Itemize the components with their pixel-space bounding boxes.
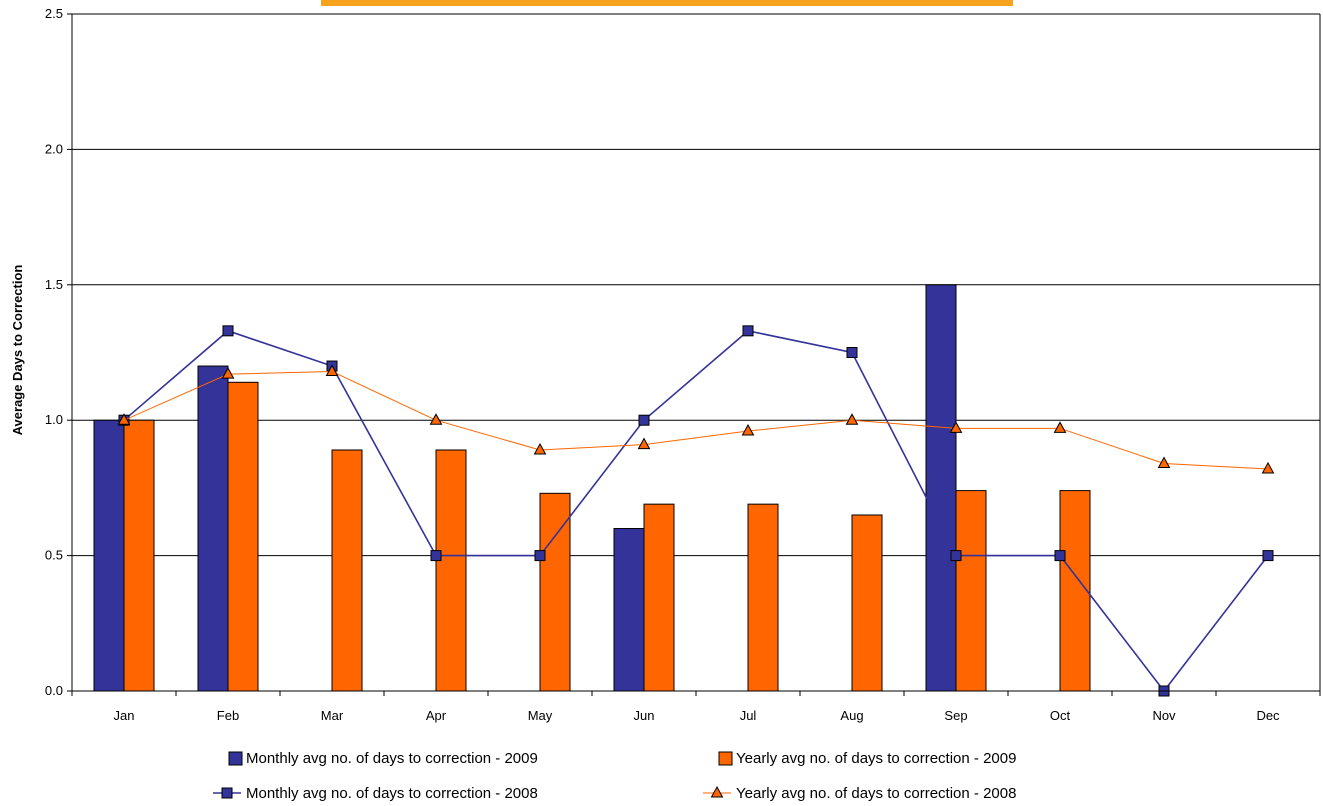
legend-swatch: [228, 751, 243, 766]
point-marker: [221, 367, 235, 379]
legend-swatch: [718, 751, 733, 766]
x-tick-label: Mar: [321, 708, 344, 723]
legend: Monthly avg no. of days to correction - …: [213, 750, 1016, 802]
point-marker: [533, 442, 547, 455]
point-marker: [741, 423, 755, 436]
bar: [435, 449, 467, 692]
bar: [613, 528, 645, 692]
point-marker: [637, 437, 651, 450]
y-tick-label: 0.0: [45, 683, 63, 698]
legend-label: Yearly avg no. of days to correction - 2…: [736, 750, 1016, 767]
point-marker: [1053, 421, 1067, 433]
x-tick-label: Nov: [1152, 708, 1176, 723]
point-marker: [534, 550, 546, 562]
gridlines: [67, 13, 1320, 692]
title-banner: [321, 0, 1013, 6]
legend-marker: [221, 787, 233, 799]
bar: [539, 492, 571, 692]
x-tick-label: Oct: [1050, 708, 1071, 723]
bar: [227, 381, 259, 692]
point-marker: [1157, 456, 1171, 469]
bar: [123, 419, 155, 692]
series-line: [123, 329, 1269, 693]
point-marker: [325, 364, 339, 376]
point-marker: [222, 325, 234, 337]
point-marker: [1261, 461, 1275, 474]
x-tick-label: Jan: [114, 708, 135, 723]
bar: [331, 449, 363, 692]
bar: [643, 503, 675, 692]
x-tick-label: Apr: [426, 708, 447, 723]
x-tick-labels: Jan Feb Mar Apr May Jun Jul Aug Sep Oct Nov Dec: [114, 708, 1281, 723]
point-marker: [638, 414, 650, 426]
bar: [747, 503, 779, 692]
series-line: [123, 370, 1269, 470]
point-marker: [1054, 550, 1066, 562]
lines: [117, 325, 1275, 697]
legend-label: Monthly avg no. of days to correction - …: [246, 785, 538, 802]
x-tick-label: Jul: [740, 708, 757, 723]
point-marker: [117, 413, 131, 425]
point-marker: [845, 413, 859, 425]
y-tick-label: 2.0: [45, 141, 63, 156]
bars: [93, 284, 1091, 692]
y-tick-label: 2.5: [45, 6, 63, 21]
y-axis-label: Average Days to Correction: [10, 265, 25, 436]
x-tick-label: Dec: [1256, 708, 1280, 723]
point-marker: [429, 413, 443, 425]
point-marker: [430, 550, 442, 562]
legend-label: Monthly avg no. of days to correction - …: [246, 750, 538, 767]
point-marker: [1262, 550, 1274, 562]
bar: [1059, 490, 1091, 692]
y-tick-label: 0.5: [45, 548, 63, 563]
bar: [851, 514, 883, 692]
point-marker: [949, 421, 963, 433]
point-marker: [950, 550, 962, 562]
axes: [71, 14, 1321, 696]
bar: [93, 419, 125, 692]
bar: [197, 365, 229, 692]
bar: [925, 284, 957, 692]
point-marker: [846, 347, 858, 358]
y-tick-label: 1.5: [45, 277, 63, 292]
x-tick-label: May: [528, 708, 553, 723]
point-marker: [742, 325, 754, 337]
legend-label: Yearly avg no. of days to correction - 2…: [736, 785, 1016, 802]
legend-marker: [710, 785, 724, 798]
x-tick-label: Sep: [944, 708, 967, 723]
y-tick-label: 1.0: [45, 412, 63, 427]
x-tick-label: Feb: [217, 708, 239, 723]
y-tick-labels: 0.0 0.5 1.0 1.5 2.0 2.5: [45, 6, 63, 698]
bar: [955, 490, 987, 692]
x-tick-label: Jun: [634, 708, 655, 723]
x-tick-label: Aug: [840, 708, 863, 723]
